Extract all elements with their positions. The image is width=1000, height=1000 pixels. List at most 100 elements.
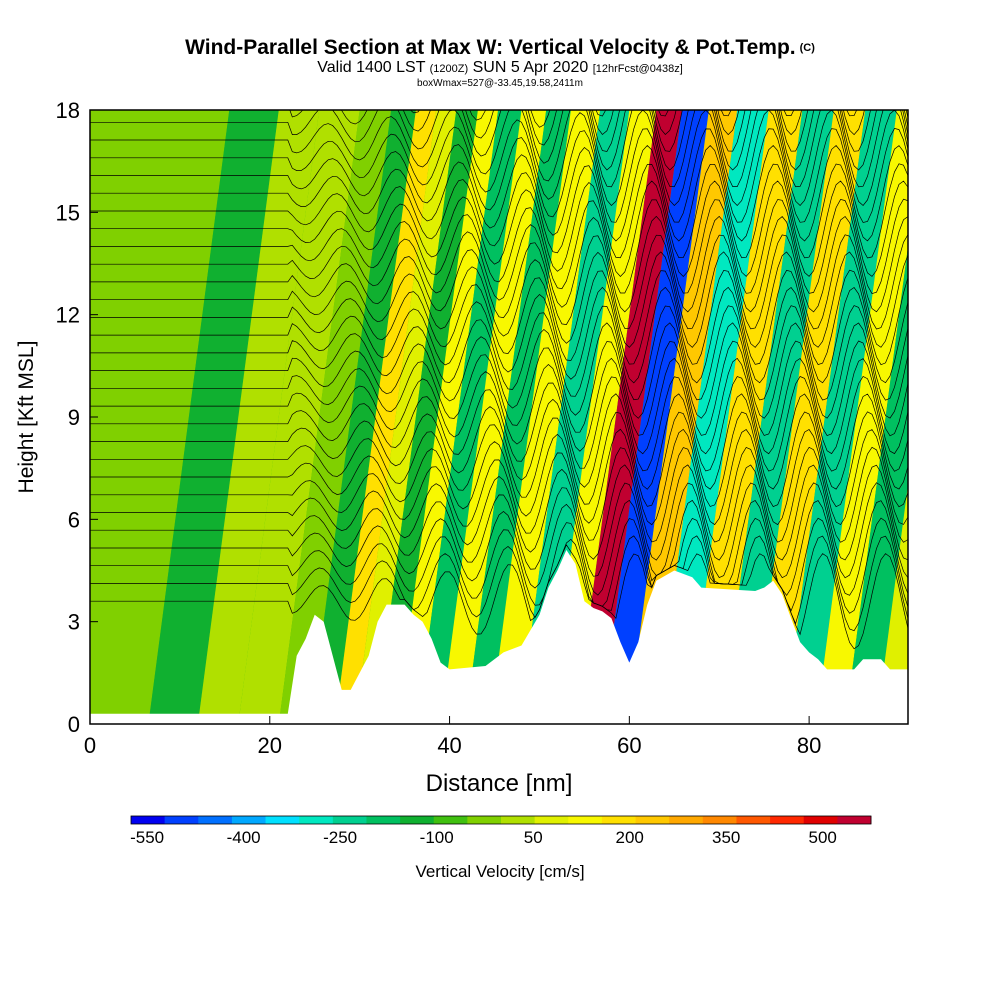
isentrope-line [90, 535, 908, 632]
colorbar-swatch [400, 816, 435, 824]
isentrope-line [90, 544, 908, 650]
w-column [238, 110, 360, 724]
isentrope-line [90, 0, 908, 81]
isentrope-line [90, 110, 908, 188]
isentrope-line [90, 393, 908, 490]
isentrope-line [90, 234, 908, 330]
w-column [845, 246, 908, 724]
w-column [752, 110, 866, 724]
x-tick-label: 40 [437, 733, 461, 758]
potential-temperature-contours [90, 0, 908, 650]
isentrope-line [90, 446, 908, 543]
isentrope-line [90, 4, 908, 100]
colorbar-tick-label: 200 [616, 828, 644, 847]
w-column [656, 110, 769, 724]
isentrope-line [595, 110, 858, 117]
w-column [784, 110, 897, 724]
colorbar-swatch [669, 816, 704, 824]
colorbar-swatch [736, 816, 771, 824]
w-column [335, 110, 437, 724]
isentrope-line [90, 215, 908, 313]
isentrope-line [90, 322, 908, 419]
copyright-mark: (C) [799, 42, 815, 54]
colorbar-swatch [265, 816, 300, 824]
colorbar-swatch [601, 816, 636, 824]
colorbar-swatch [131, 816, 166, 824]
y-tick-label: 12 [56, 303, 80, 328]
chart-title: Wind-Parallel Section at Max W: Vertical… [0, 36, 1000, 60]
isentrope-line [90, 110, 908, 207]
colorbar-swatch [299, 816, 334, 824]
w-column [440, 110, 547, 724]
isentrope-line [90, 286, 908, 384]
y-tick-label: 6 [68, 507, 80, 532]
colorbar-tick-label: 350 [712, 828, 740, 847]
x-axis-label: Distance [nm] [426, 770, 573, 797]
w-column [815, 110, 908, 724]
colorbar-tick-label: -400 [227, 828, 261, 847]
colorbar-swatch [568, 816, 603, 824]
x-tick-label: 80 [797, 733, 821, 758]
isentrope-line [90, 251, 908, 348]
isentrope-line [90, 269, 908, 366]
w-column [90, 110, 230, 724]
w-column [355, 110, 457, 724]
x-tick-label: 20 [258, 733, 282, 758]
forecast-info: [12hrFcst@0438z] [592, 63, 683, 75]
y-axis-label: Height [Kft MSL] [15, 341, 38, 494]
y-tick-label: 9 [68, 405, 80, 430]
isentrope-line [90, 482, 908, 579]
y-tick-label: 18 [56, 98, 80, 123]
isentrope-line [90, 0, 908, 45]
isentrope-line [90, 0, 908, 28]
w-column [601, 110, 709, 724]
valid-time: Valid 1400 LST [317, 59, 426, 76]
y-tick-label: 0 [68, 712, 80, 737]
w-column [687, 110, 803, 724]
isentrope-line [90, 305, 908, 401]
colorbar-tick-label: 50 [524, 828, 543, 847]
w-column [148, 110, 279, 724]
isentrope-line [90, 517, 908, 614]
colorbar: -550 -400 -250 -100 50 200 350 500 [130, 815, 872, 847]
colorbar-tick-label: -550 [130, 828, 164, 847]
w-column [397, 110, 499, 724]
colorbar-tick-label: -100 [420, 828, 454, 847]
colorbar-frame [130, 815, 872, 825]
isentrope-line [90, 180, 908, 278]
isentrope-line [90, 0, 908, 64]
box-info: boxWmax=527@-33.45,19.58,2411m [417, 78, 583, 89]
colorbar-swatch [803, 816, 838, 824]
colorbar-swatch [164, 816, 199, 824]
colorbar-label: Vertical Velocity [cm/s] [415, 862, 585, 881]
valid-date: SUN 5 Apr 2020 [472, 59, 589, 76]
isentrope-line [90, 144, 908, 242]
w-column [519, 110, 630, 724]
isentrope-line [90, 428, 908, 526]
colorbar-swatch [433, 816, 468, 824]
isentrope-line [90, 411, 908, 508]
colorbar-tick-label: -250 [323, 828, 357, 847]
x-tick-label: 0 [84, 733, 96, 758]
colorbar-swatch [198, 816, 233, 824]
isentrope-line [90, 375, 908, 472]
colorbar-swatch [231, 816, 266, 824]
colorbar-swatch [635, 816, 670, 824]
colorbar-swatch [366, 816, 401, 824]
y-tick-label: 3 [68, 610, 80, 635]
w-column [278, 110, 392, 724]
colorbar-swatch [837, 816, 872, 824]
w-column [490, 110, 601, 724]
x-axis: 0 20 40 60 80 [84, 716, 821, 758]
x-tick-label: 60 [617, 733, 641, 758]
isentrope-line [90, 163, 908, 259]
colorbar-swatch [534, 816, 569, 824]
colorbar-swatch [702, 816, 737, 824]
isentrope-line [90, 127, 908, 223]
w-column [628, 110, 738, 724]
chart-title-text: Wind-Parallel Section at Max W: Vertical… [185, 36, 796, 59]
valid-utc: (1200Z) [429, 63, 469, 75]
isentrope-line [90, 464, 908, 561]
isentrope-line [90, 110, 908, 171]
